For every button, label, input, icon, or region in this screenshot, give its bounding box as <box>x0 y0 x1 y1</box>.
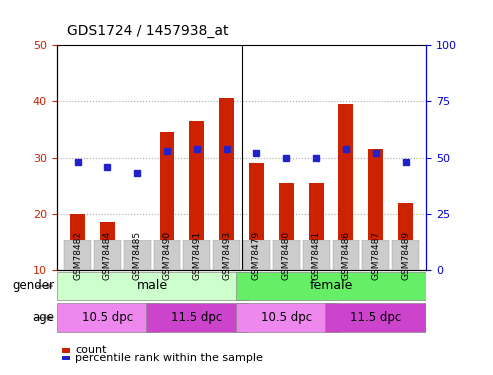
FancyBboxPatch shape <box>183 240 210 270</box>
Text: GSM78493: GSM78493 <box>222 231 231 280</box>
Bar <box>189 121 204 270</box>
Text: age: age <box>32 311 54 324</box>
Text: 11.5 dpc: 11.5 dpc <box>171 311 222 324</box>
Bar <box>368 149 383 270</box>
Text: GSM78484: GSM78484 <box>103 231 112 280</box>
Text: 11.5 dpc: 11.5 dpc <box>350 311 401 324</box>
FancyBboxPatch shape <box>154 240 180 270</box>
Text: gender: gender <box>12 279 54 292</box>
FancyBboxPatch shape <box>236 272 426 300</box>
Text: GSM78487: GSM78487 <box>371 231 380 280</box>
Text: GSM78481: GSM78481 <box>312 231 320 280</box>
FancyBboxPatch shape <box>213 240 240 270</box>
Bar <box>70 214 85 270</box>
FancyBboxPatch shape <box>124 240 151 270</box>
Text: GSM78479: GSM78479 <box>252 231 261 280</box>
FancyBboxPatch shape <box>303 240 329 270</box>
FancyBboxPatch shape <box>236 303 337 332</box>
Text: 10.5 dpc: 10.5 dpc <box>82 311 133 324</box>
Bar <box>130 245 144 270</box>
Bar <box>279 183 294 270</box>
FancyBboxPatch shape <box>64 240 91 270</box>
Bar <box>219 99 234 270</box>
Text: female: female <box>309 279 352 292</box>
FancyBboxPatch shape <box>392 240 419 270</box>
Bar <box>398 202 413 270</box>
Bar <box>309 183 323 270</box>
FancyBboxPatch shape <box>273 240 300 270</box>
FancyBboxPatch shape <box>146 303 247 332</box>
Text: GSM78482: GSM78482 <box>73 231 82 280</box>
FancyBboxPatch shape <box>332 240 359 270</box>
Text: GSM78485: GSM78485 <box>133 231 141 280</box>
Bar <box>100 222 115 270</box>
Bar <box>339 104 353 270</box>
Text: GSM78491: GSM78491 <box>192 231 201 280</box>
FancyBboxPatch shape <box>243 240 270 270</box>
Bar <box>160 132 175 270</box>
Text: GSM78480: GSM78480 <box>282 231 291 280</box>
Text: male: male <box>137 279 168 292</box>
Text: GSM78489: GSM78489 <box>401 231 410 280</box>
FancyBboxPatch shape <box>362 240 389 270</box>
FancyBboxPatch shape <box>325 303 426 332</box>
Text: 10.5 dpc: 10.5 dpc <box>261 311 312 324</box>
Text: count: count <box>75 345 107 355</box>
FancyBboxPatch shape <box>57 272 247 300</box>
Text: GDS1724 / 1457938_at: GDS1724 / 1457938_at <box>67 24 228 38</box>
Bar <box>249 163 264 270</box>
Text: percentile rank within the sample: percentile rank within the sample <box>75 353 263 363</box>
Text: GSM78486: GSM78486 <box>342 231 351 280</box>
Text: GSM78490: GSM78490 <box>163 231 172 280</box>
FancyBboxPatch shape <box>94 240 121 270</box>
FancyBboxPatch shape <box>57 303 158 332</box>
